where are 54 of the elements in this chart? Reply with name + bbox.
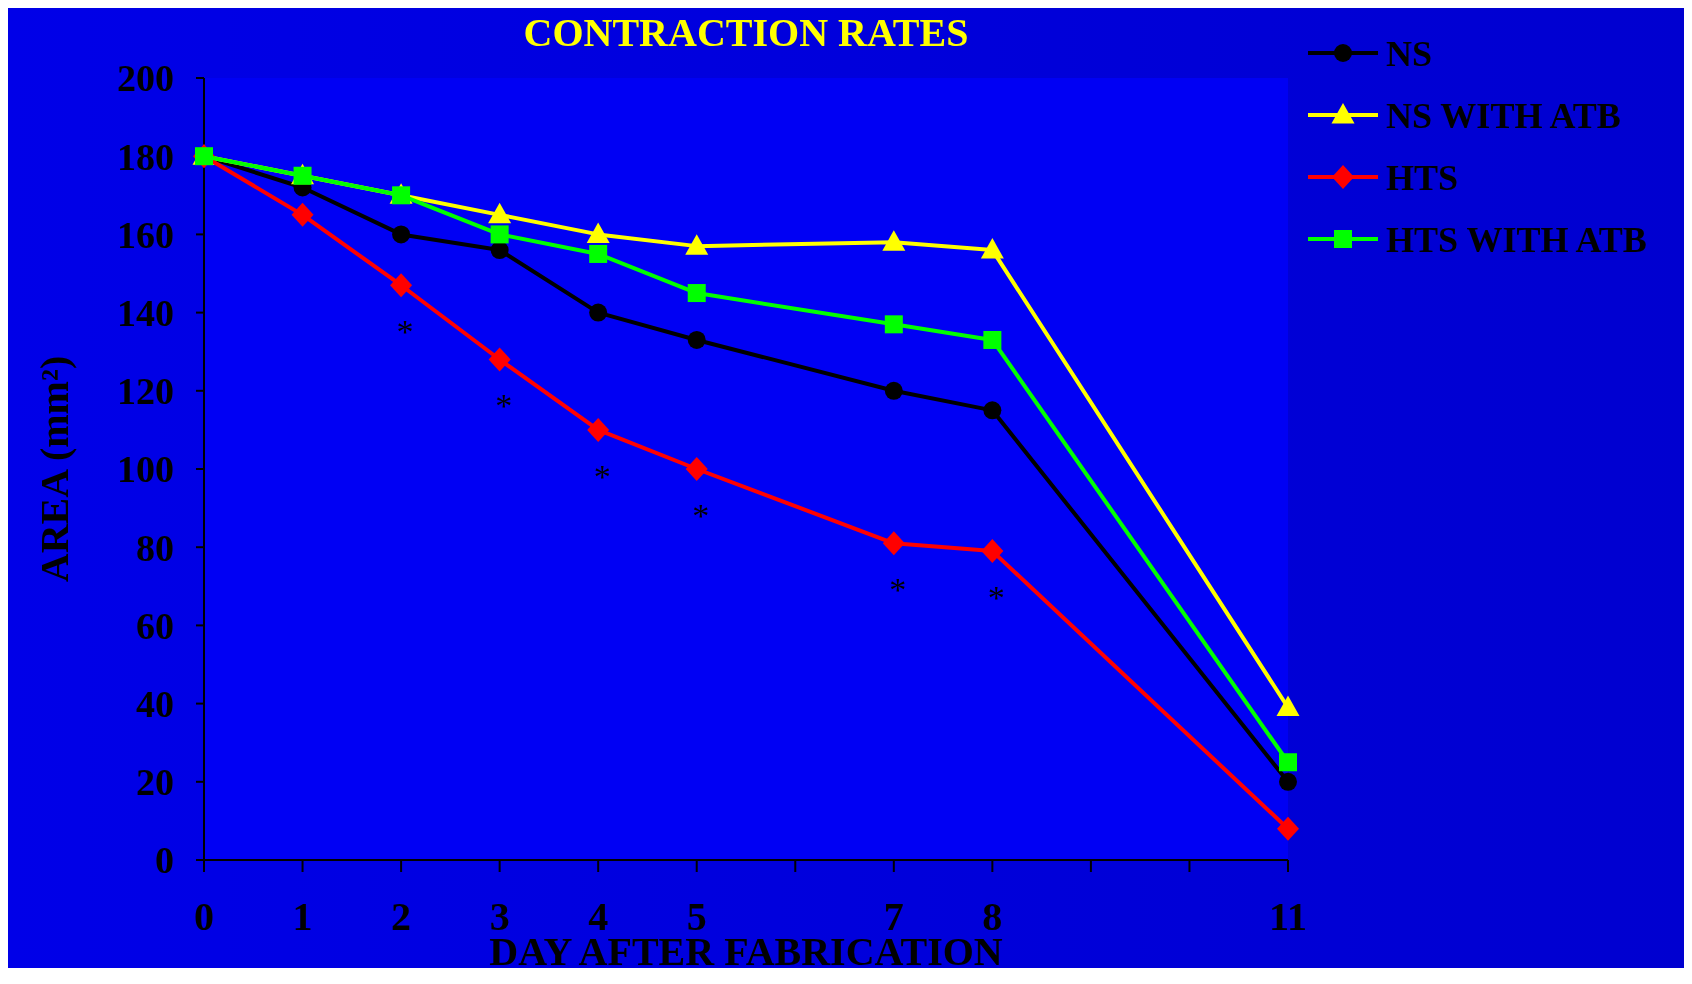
y-axis-title: AREA (mm²): [32, 355, 77, 583]
point: [1279, 753, 1297, 772]
point: [685, 457, 708, 481]
point: [687, 330, 706, 349]
y-tick-label: 100: [117, 448, 174, 491]
legend-label: NS WITH ATB: [1386, 95, 1621, 136]
point: [981, 539, 1004, 564]
point: [390, 273, 413, 298]
point: [490, 241, 509, 260]
x-tick-label: 0: [194, 894, 214, 939]
legend-label: HTS WITH ATB: [1386, 219, 1647, 260]
point: [1277, 816, 1299, 841]
y-tick-label: 200: [117, 57, 174, 100]
annotation: *: [593, 457, 611, 495]
point: [882, 531, 905, 556]
annotation: *: [495, 387, 513, 425]
point: [687, 284, 706, 303]
point: [291, 202, 314, 227]
y-tick-label: 140: [117, 291, 174, 334]
point: [589, 303, 608, 322]
annotation: *: [692, 496, 710, 534]
legend-label: HTS: [1386, 157, 1459, 198]
annotation: *: [396, 313, 414, 351]
legend-label: NS: [1386, 33, 1433, 74]
point: [980, 238, 1004, 259]
y-tick-label: 40: [136, 682, 174, 725]
point: [983, 401, 1002, 420]
point: [882, 230, 906, 251]
y-tick-label: 80: [136, 526, 174, 569]
point: [488, 202, 512, 224]
point: [586, 222, 610, 243]
y-tick-label: 180: [117, 135, 174, 178]
point: [884, 315, 903, 334]
y-tick-label: 160: [117, 213, 174, 256]
x-tick-label: 2: [391, 894, 412, 939]
y-tick-label: 20: [136, 761, 174, 804]
x-tick-label: 1: [292, 894, 313, 939]
point: [884, 381, 903, 400]
point: [490, 225, 509, 244]
annotation: *: [889, 571, 907, 609]
point: [685, 234, 709, 255]
point: [587, 417, 610, 442]
x-tick-label: 11: [1269, 894, 1307, 939]
point: [1276, 695, 1300, 717]
annotation: *: [987, 578, 1005, 616]
point: [1279, 772, 1297, 791]
point: [983, 330, 1002, 349]
point: [392, 225, 411, 244]
chart-title: CONTRACTION RATES: [523, 10, 969, 55]
y-tick-label: 60: [136, 604, 174, 647]
y-tick-label: 0: [155, 839, 174, 882]
y-tick-label: 120: [117, 370, 174, 413]
point: [488, 347, 511, 372]
point: [589, 244, 608, 263]
